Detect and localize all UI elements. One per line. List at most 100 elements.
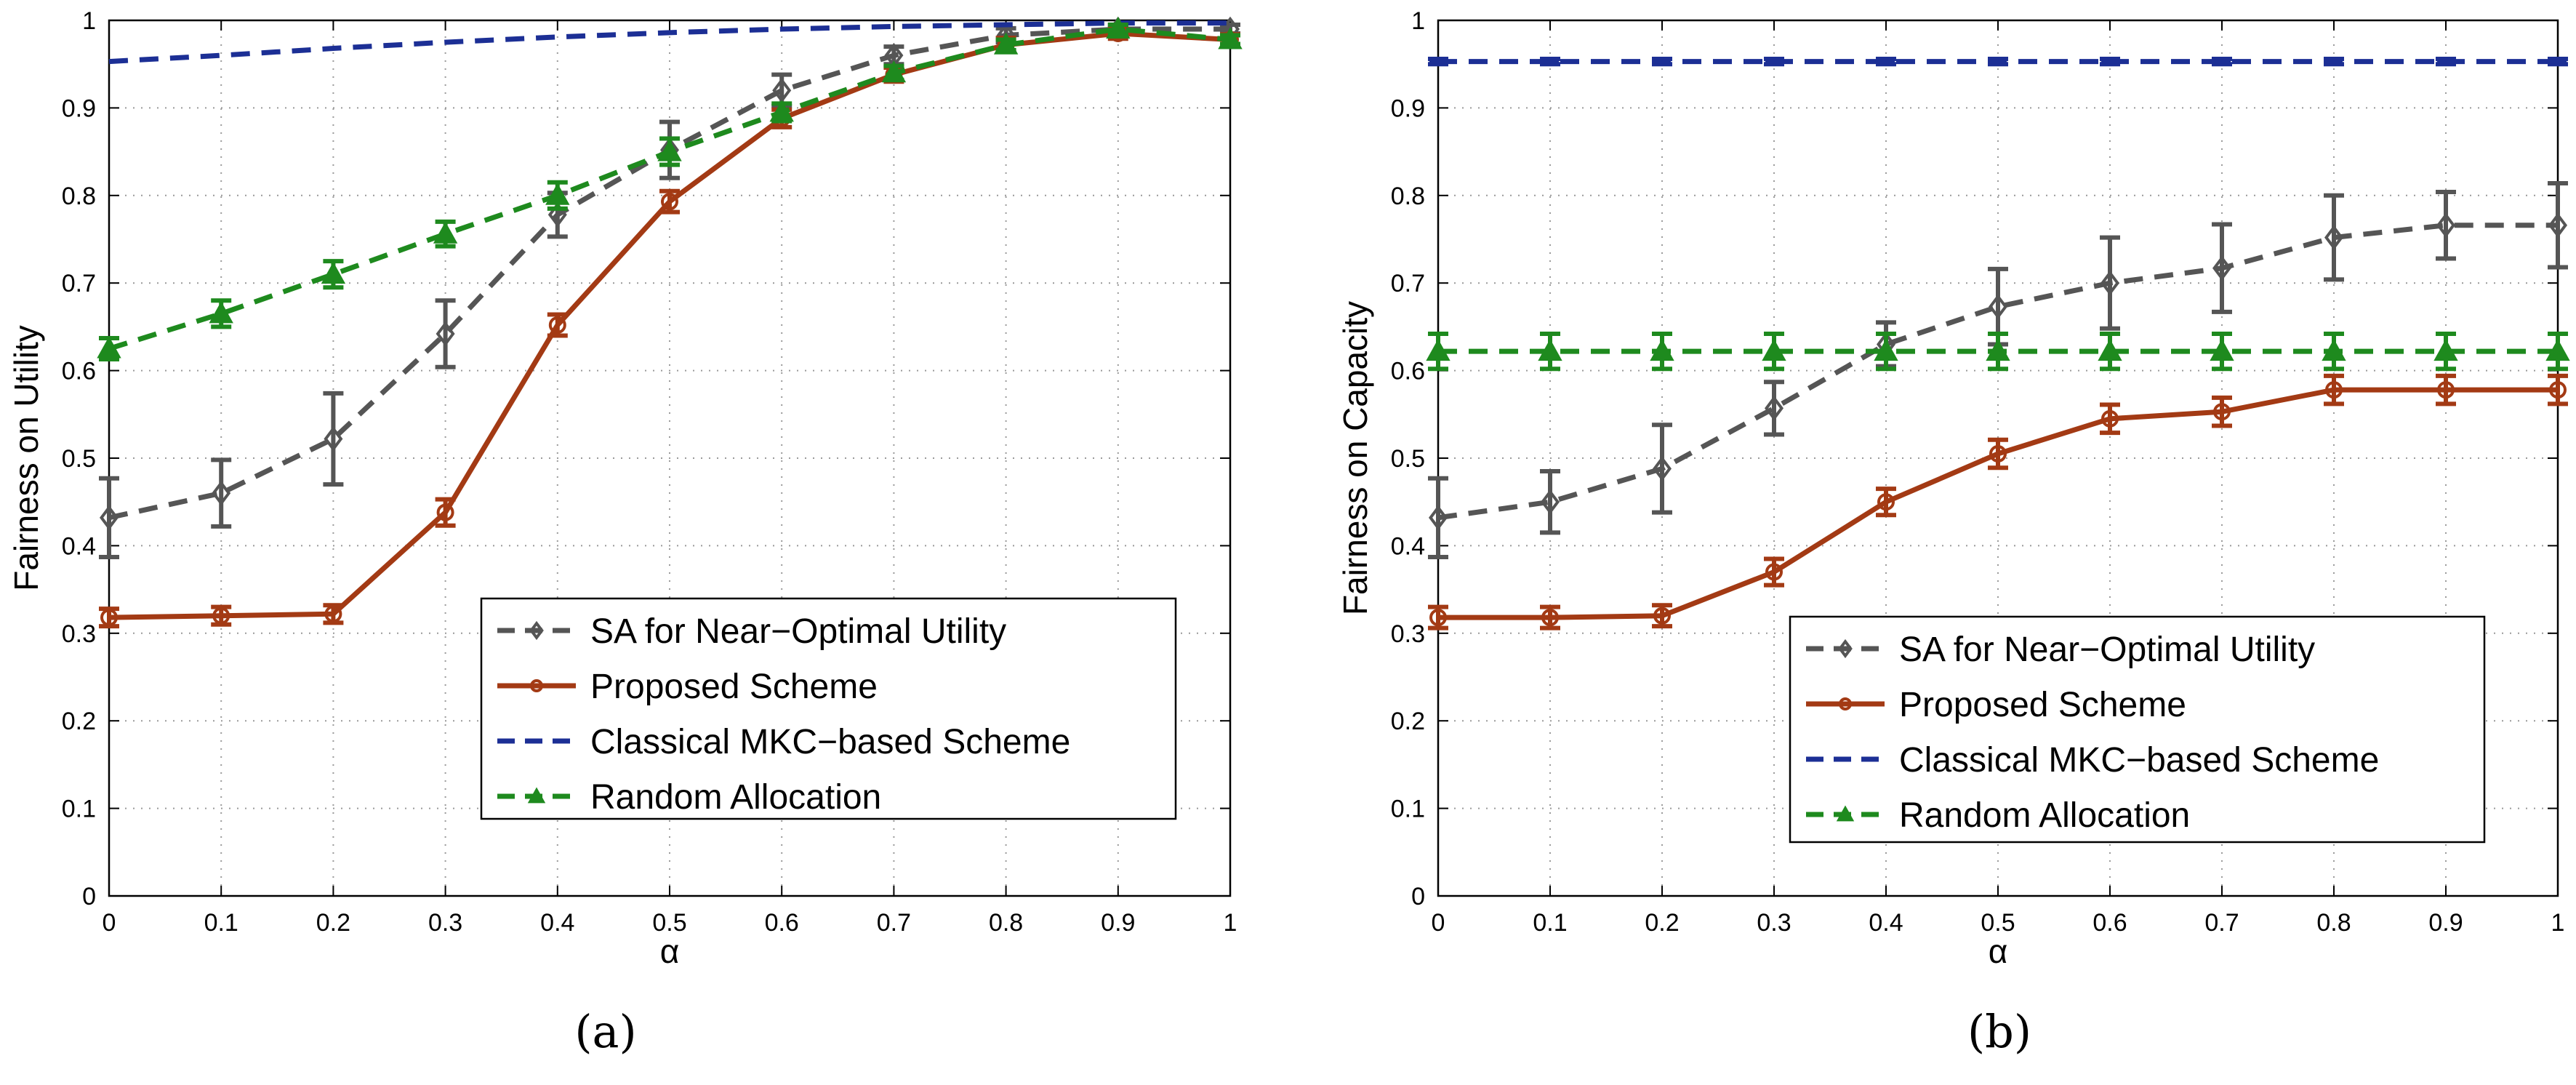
x-tick-label: 0.3 <box>428 909 462 937</box>
series-random <box>97 16 1243 361</box>
data-point <box>433 221 458 244</box>
series-proposed <box>99 25 1240 629</box>
data-point <box>1541 489 1560 515</box>
y-tick-label: 0.4 <box>62 532 96 560</box>
data-point <box>436 503 454 521</box>
legend-marker <box>1836 805 1855 822</box>
x-tick-label: 0.9 <box>1101 909 1135 937</box>
legend: SA for Near−Optimal Utility Proposed Sche… <box>480 597 1177 820</box>
x-tick-label: 0.7 <box>2204 909 2239 937</box>
legend-label: Proposed Scheme <box>590 668 878 706</box>
series-line-sa <box>1437 223 2558 521</box>
x-tick-label: 0.4 <box>1869 909 1903 937</box>
data-point <box>212 606 230 625</box>
y-tick-label: 1 <box>82 7 96 35</box>
y-tick-label: 0.2 <box>62 708 96 735</box>
legend-label: Random Allocation <box>1899 796 2190 835</box>
legend-label: SA for Near−Optimal Utility <box>1899 630 2315 669</box>
y-tick-label: 0 <box>1411 883 1425 910</box>
data-point <box>1106 16 1131 39</box>
x-tick-label: 0.2 <box>1645 909 1679 937</box>
series-line-classical <box>108 20 1230 65</box>
legend-marker <box>529 620 544 641</box>
y-tick-label: 0.3 <box>1391 620 1425 648</box>
data-point <box>97 336 121 359</box>
x-axis-title: α <box>1989 932 2008 970</box>
legend-marker <box>1838 638 1853 659</box>
data-point <box>209 301 233 324</box>
legend-box <box>480 597 1177 820</box>
y-tick-label: 0.5 <box>1391 445 1425 473</box>
x-tick-label: 0.3 <box>1757 909 1791 937</box>
y-tick-label: 0.1 <box>1391 796 1425 823</box>
x-tick-label: 0.1 <box>204 909 238 937</box>
data-point <box>1426 339 1450 361</box>
y-tick-label: 0.2 <box>1391 708 1425 735</box>
data-point <box>321 262 346 284</box>
data-point <box>2100 270 2119 296</box>
data-point <box>1877 493 1895 511</box>
y-tick-label: 0 <box>82 883 96 910</box>
y-axis-title: Fairness on Capacity <box>1336 301 1374 615</box>
x-tick-label: 0.9 <box>2428 909 2463 937</box>
legend-marker <box>530 679 543 692</box>
data-point <box>2210 339 2234 361</box>
data-point <box>100 609 118 627</box>
data-point <box>1765 563 1783 581</box>
data-point <box>324 605 342 623</box>
y-tick-label: 0.7 <box>1391 270 1425 297</box>
y-tick-label: 1 <box>1411 7 1425 35</box>
legend-label: Classical MKC−based Scheme <box>1899 741 2379 780</box>
data-point <box>1650 339 1674 361</box>
panel-caption: (a) <box>574 1005 636 1058</box>
data-point <box>657 139 682 161</box>
series-random <box>1426 332 2570 372</box>
data-point <box>993 32 1019 55</box>
x-tick-label: 0.6 <box>765 909 799 937</box>
y-tick-label: 0.8 <box>1391 183 1425 210</box>
data-point <box>1989 444 2007 463</box>
x-tick-label: 0.5 <box>652 909 686 937</box>
data-point <box>2212 255 2231 281</box>
data-point <box>1874 339 1898 361</box>
x-tick-label: 0.1 <box>1533 909 1567 937</box>
y-tick-label: 0.5 <box>62 445 96 473</box>
data-point <box>769 100 794 122</box>
series-proposed <box>1428 373 2568 630</box>
data-point <box>545 183 570 205</box>
legend-marker <box>1839 697 1852 710</box>
data-point <box>2433 339 2458 361</box>
series-classical <box>108 20 1230 65</box>
chart-panel-a: 0 0.1 0.2 0.3 0.4 0.5 0.6 0.7 0.8 0.9 1 0 0.1 0.2 0.3 0… <box>7 7 1243 1058</box>
x-tick-label: 1 <box>1224 909 1237 937</box>
data-point <box>2101 409 2119 428</box>
data-point <box>1538 339 1562 361</box>
x-tick-label: 0.7 <box>877 909 911 937</box>
data-point <box>2437 381 2455 399</box>
x-axis-title: α <box>660 932 680 970</box>
y-tick-label: 0.1 <box>62 796 96 823</box>
data-point <box>100 505 119 531</box>
y-tick-label: 0.6 <box>1391 358 1425 385</box>
data-point <box>2436 212 2455 239</box>
data-point <box>1429 505 1448 531</box>
data-point <box>1541 609 1559 627</box>
panel-caption: (b) <box>1967 1005 2031 1058</box>
y-tick-label: 0.3 <box>62 620 96 648</box>
x-tick-label: 0.5 <box>1981 909 2015 937</box>
data-point <box>661 193 678 211</box>
legend-label: Random Allocation <box>590 778 881 817</box>
series-line-proposed <box>1438 387 2558 620</box>
y-axis-title: Fairness on Utility <box>7 325 45 591</box>
x-tick-label: 0.2 <box>316 909 350 937</box>
data-point <box>212 480 231 506</box>
data-point <box>1762 339 1786 361</box>
data-point <box>1989 294 2007 320</box>
data-point <box>2325 381 2343 399</box>
series-classical <box>1428 56 2568 67</box>
y-tick-label: 0.9 <box>62 95 96 122</box>
data-point <box>324 426 343 452</box>
legend-label: Proposed Scheme <box>1899 686 2186 724</box>
data-point <box>1653 456 1672 481</box>
